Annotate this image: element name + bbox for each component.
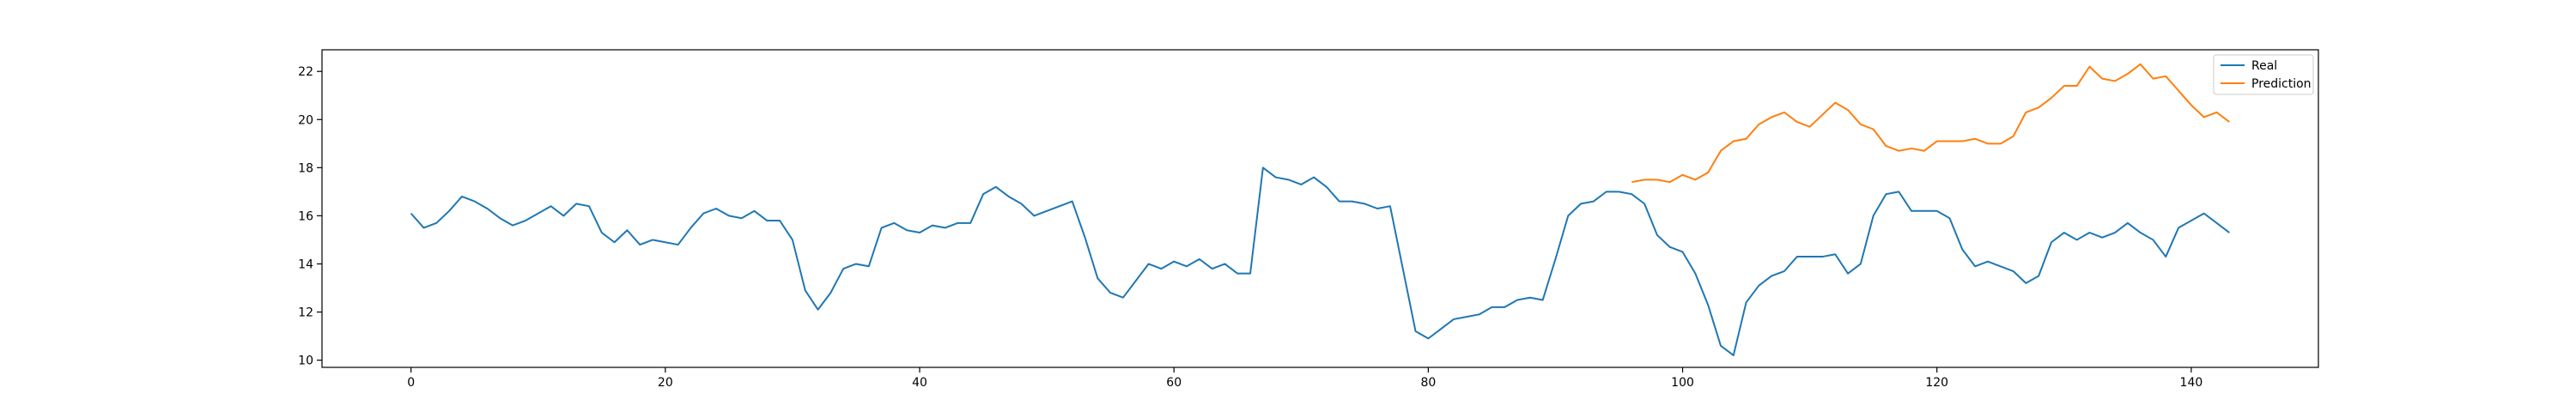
legend: Real Prediction (2213, 54, 2314, 95)
x-tick-label: 40 (912, 376, 927, 390)
plot-area (321, 49, 2319, 368)
legend-label-real: Real (2251, 59, 2277, 73)
y-tick-label: 22 (298, 65, 313, 79)
y-tick-label: 12 (298, 306, 313, 320)
y-axis: 10 12 14 16 18 20 22 (298, 65, 322, 368)
y-tick-label: 20 (298, 113, 313, 127)
x-tick-label: 60 (1166, 376, 1182, 390)
series-line-prediction (1631, 63, 2230, 184)
series-layer (410, 63, 2230, 356)
x-tick-label: 80 (1420, 376, 1436, 390)
y-tick-label: 10 (298, 354, 313, 368)
x-tick-label: 20 (658, 376, 673, 390)
x-tick-label: 0 (407, 376, 415, 390)
series-line-real (410, 167, 2230, 356)
x-tick-label: 120 (1925, 376, 1948, 390)
y-tick-label: 16 (298, 209, 313, 223)
x-axis: 0 20 40 60 80 100 120 140 (407, 367, 2202, 390)
legend-label-prediction: Prediction (2251, 77, 2312, 91)
x-tick-label: 140 (2180, 376, 2203, 390)
y-tick-label: 18 (298, 161, 313, 175)
x-tick-label: 100 (1671, 376, 1694, 390)
y-tick-label: 14 (298, 258, 313, 271)
